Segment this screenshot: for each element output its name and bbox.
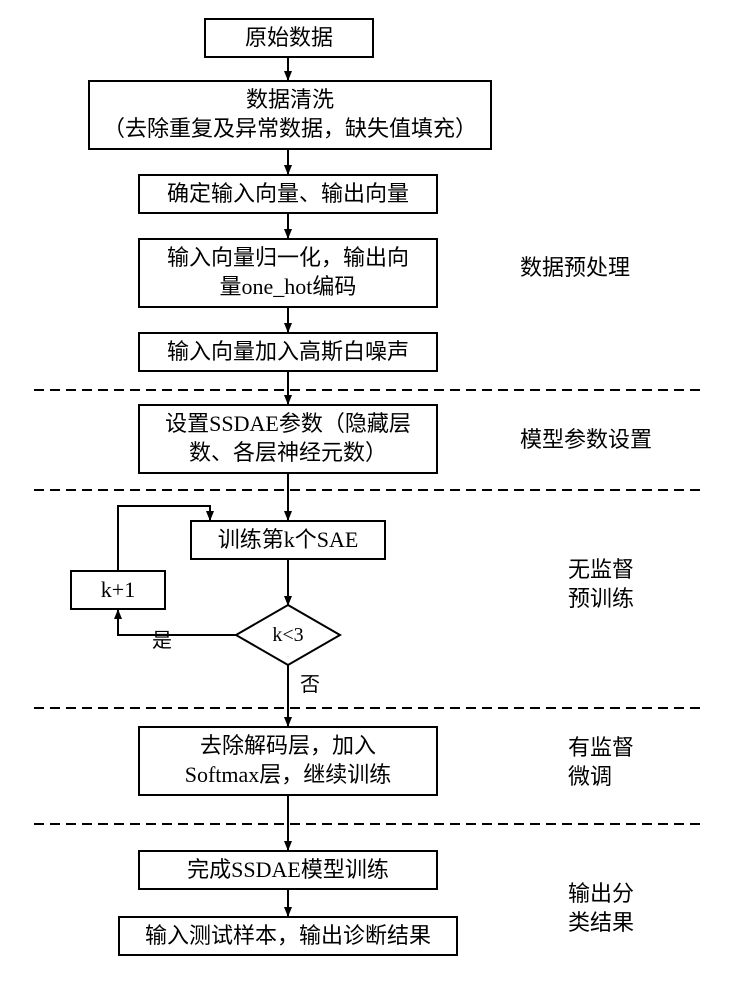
node-normalize-onehot: 输入向量归一化，输出向量one_hot编码 [138,238,438,308]
node-data-clean: 数据清洗（去除重复及异常数据，缺失值填充） [88,80,492,150]
edge-label-no: 否 [300,672,330,698]
node-io-vectors: 确定输入向量、输出向量 [138,174,438,214]
node-label: 完成SSDAE模型训练 [187,856,389,885]
decision-label: k<3 [272,624,303,646]
section-label-finetune: 有监督微调 [568,734,688,791]
node-label: 输入向量归一化，输出向量one_hot编码 [167,244,409,301]
node-test-output: 输入测试样本，输出诊断结果 [118,916,458,956]
edge-label-yes: 是 [152,628,182,654]
node-gaussian-noise: 输入向量加入高斯白噪声 [138,332,438,372]
node-label: 输入测试样本，输出诊断结果 [145,922,431,951]
node-label: 训练第k个SAE [218,526,359,555]
flowchart-canvas: 原始数据 数据清洗（去除重复及异常数据，缺失值填充） 确定输入向量、输出向量 输… [0,0,734,1000]
node-label: 输入向量加入高斯白噪声 [167,338,409,367]
node-label: 确定输入向量、输出向量 [167,180,409,209]
node-raw-data: 原始数据 [204,18,374,58]
node-softmax-train: 去除解码层，加入Softmax层，继续训练 [138,726,438,796]
section-label-output: 输出分类结果 [568,880,688,937]
node-train-kth-sae: 训练第k个SAE [190,520,386,560]
node-label: 设置SSDAE参数（隐藏层数、各层神经元数） [165,410,411,467]
node-ssdae-done: 完成SSDAE模型训练 [138,850,438,890]
section-label-params: 模型参数设置 [520,426,720,455]
node-label: 数据清洗（去除重复及异常数据，缺失值填充） [103,86,477,143]
node-ssdae-params: 设置SSDAE参数（隐藏层数、各层神经元数） [138,404,438,474]
node-label: 原始数据 [245,24,333,53]
section-label-preprocess: 数据预处理 [520,254,700,283]
decision-diamond [236,605,340,665]
node-label: 去除解码层，加入Softmax层，继续训练 [185,732,392,789]
node-label: k+1 [101,576,135,605]
section-label-pretrain: 无监督预训练 [568,556,688,613]
node-k-plus-1: k+1 [70,570,166,610]
